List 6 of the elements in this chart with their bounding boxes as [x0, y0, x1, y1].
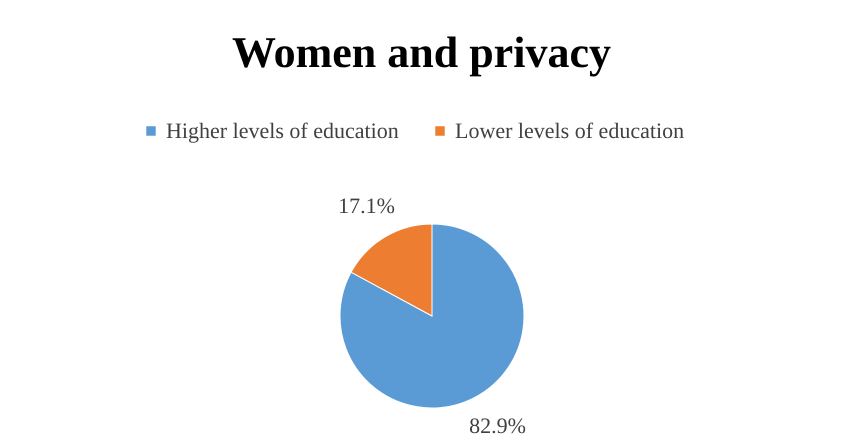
data-label: 82.9% [469, 412, 526, 434]
chart-title: Women and privacy [232, 28, 611, 77]
pie-slice [340, 224, 524, 408]
legend-label: Higher levels of education [166, 118, 399, 143]
data-label: 17.1% [338, 193, 395, 218]
legend-label: Lower levels of education [455, 118, 684, 143]
